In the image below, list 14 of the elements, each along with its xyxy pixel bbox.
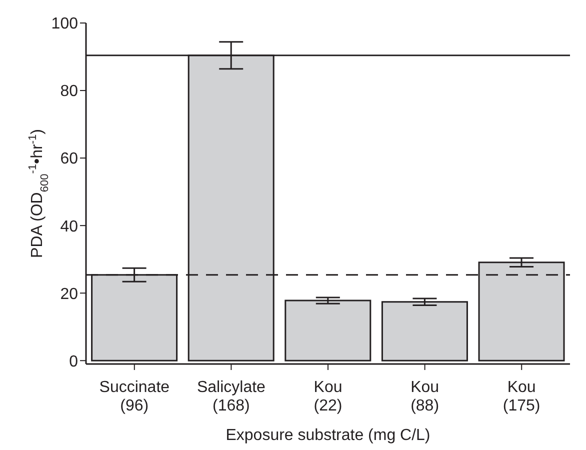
x-tick-label: Kou (175) (502, 379, 540, 414)
y-tick-label: 100 (51, 16, 78, 33)
x-tick-label: Salicylate (168) (196, 379, 266, 414)
bar (284, 300, 372, 362)
x-tick-label: Kou (88) (410, 379, 440, 414)
y-tick-label: 20 (60, 286, 78, 303)
x-axis-title: Exposure substrate (mg C/L) (226, 427, 430, 444)
bar (381, 301, 468, 362)
y-tick-label: 40 (60, 218, 78, 236)
y-tick-label: 0 (69, 353, 78, 370)
x-tick-label: Kou (22) (314, 379, 342, 414)
y-tick-label: 80 (60, 83, 78, 100)
x-tick-label: Succinate (96) (99, 379, 170, 414)
y-tick-label: 60 (60, 150, 78, 168)
